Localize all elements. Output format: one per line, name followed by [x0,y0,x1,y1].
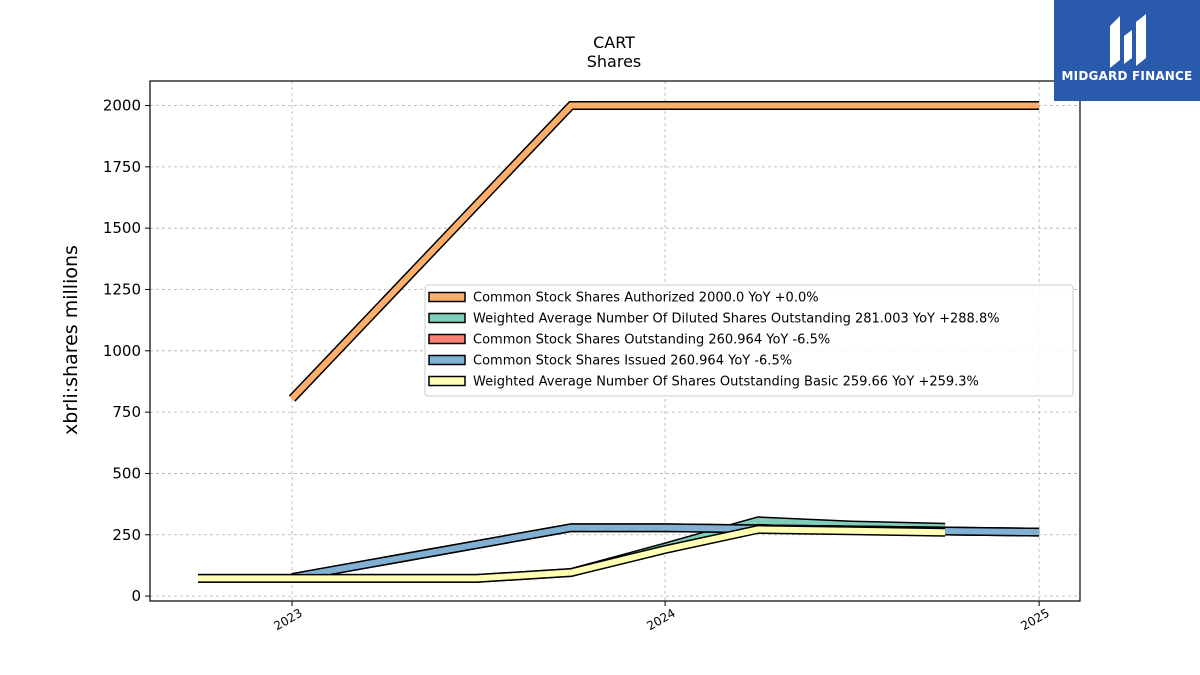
y-tick-label: 750 [112,403,141,421]
legend-entry: Common Stock Shares Issued 260.964 YoY -… [473,354,792,369]
series-4 [198,524,946,583]
plot-frame [149,80,1081,602]
legend-swatch [428,375,466,387]
series-0 [288,101,1040,402]
y-tick-label: 250 [112,526,141,544]
x-axis-ticks: 2023 2024 2025 [271,601,1052,633]
legend-swatch [428,333,466,345]
x-tick-label: 2023 [271,606,304,633]
y-axis-label: xbrli:shares millions [60,245,82,435]
x-tick-label: 2024 [644,606,677,633]
series-line [198,526,946,582]
legend-box [424,284,1074,397]
legend-entry: Weighted Average Number Of Diluted Share… [473,312,1000,327]
y-tick-label: 1500 [103,219,141,237]
y-tick-label: 0 [131,587,141,605]
legend-entry: Weighted Average Number Of Shares Outsta… [473,375,979,390]
y-tick-label: 1000 [103,342,141,360]
brand-name: MIDGARD FINANCE [1061,69,1193,83]
series-line [289,102,1040,401]
legend-entry: Common Stock Shares Authorized 2000.0 Yo… [473,291,819,306]
chart-subtitle: Shares [587,52,642,71]
brand-logo: MIDGARD FINANCE [1054,0,1200,101]
brand-mark-icon [1110,14,1146,68]
y-tick-label: 2000 [103,97,141,115]
series-layer [198,101,1040,583]
y-axis-ticks: 0 250 500 750 1000 1250 1500 1750 2000 [103,97,150,605]
legend-entry: Common Stock Shares Outstanding 260.964 … [473,333,830,348]
legend: Common Stock Shares Authorized 2000.0 Yo… [424,284,1074,397]
y-tick-label: 1750 [103,158,141,176]
legend-swatch [428,354,466,366]
chart-title: CART [593,33,635,52]
y-tick-label: 1250 [103,280,141,298]
x-tick-label: 2025 [1018,606,1051,633]
legend-swatch [428,312,466,324]
legend-swatch [428,291,466,303]
y-tick-label: 500 [112,464,141,482]
